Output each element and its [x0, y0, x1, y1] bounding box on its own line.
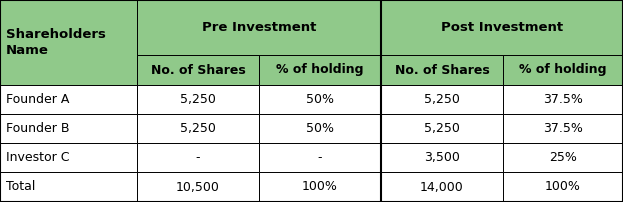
Bar — [137, 85, 259, 114]
Text: 100%: 100% — [302, 181, 338, 194]
Bar — [137, 55, 259, 85]
Text: -: - — [318, 151, 322, 164]
Text: 14,000: 14,000 — [420, 181, 464, 194]
Text: 25%: 25% — [549, 151, 577, 164]
Text: 5,250: 5,250 — [424, 122, 460, 135]
Bar — [137, 0, 381, 55]
Bar — [0, 0, 137, 85]
Text: 50%: 50% — [306, 122, 334, 135]
Bar — [503, 143, 623, 172]
Text: No. of Shares: No. of Shares — [151, 63, 245, 77]
Text: Investor C: Investor C — [6, 151, 70, 164]
Text: Pre Investment: Pre Investment — [202, 21, 316, 34]
Bar — [137, 143, 259, 172]
Bar — [259, 143, 381, 172]
Bar — [0, 114, 137, 143]
Bar — [259, 172, 381, 202]
Bar — [381, 85, 503, 114]
Text: Total: Total — [6, 181, 36, 194]
Bar — [381, 55, 503, 85]
Bar — [259, 114, 381, 143]
Text: 3,500: 3,500 — [424, 151, 460, 164]
Bar — [381, 0, 623, 55]
Text: % of holding: % of holding — [519, 63, 607, 77]
Text: 50%: 50% — [306, 93, 334, 106]
Bar — [503, 55, 623, 85]
Text: Shareholders
Name: Shareholders Name — [6, 28, 106, 57]
Text: No. of Shares: No. of Shares — [394, 63, 490, 77]
Bar — [381, 172, 503, 202]
Text: 5,250: 5,250 — [424, 93, 460, 106]
Bar — [259, 55, 381, 85]
Text: 37.5%: 37.5% — [543, 93, 583, 106]
Text: 5,250: 5,250 — [180, 93, 216, 106]
Text: 37.5%: 37.5% — [543, 122, 583, 135]
Text: % of holding: % of holding — [276, 63, 364, 77]
Text: Founder B: Founder B — [6, 122, 70, 135]
Bar — [503, 85, 623, 114]
Text: -: - — [196, 151, 200, 164]
Text: 100%: 100% — [545, 181, 581, 194]
Bar — [137, 172, 259, 202]
Text: 5,250: 5,250 — [180, 122, 216, 135]
Bar — [259, 85, 381, 114]
Bar — [0, 143, 137, 172]
Bar — [381, 143, 503, 172]
Bar — [381, 114, 503, 143]
Bar — [503, 114, 623, 143]
Bar — [137, 114, 259, 143]
Text: 10,500: 10,500 — [176, 181, 220, 194]
Bar — [503, 172, 623, 202]
Bar — [0, 172, 137, 202]
Text: Founder A: Founder A — [6, 93, 69, 106]
Text: Post Investment: Post Investment — [441, 21, 563, 34]
Bar — [0, 85, 137, 114]
